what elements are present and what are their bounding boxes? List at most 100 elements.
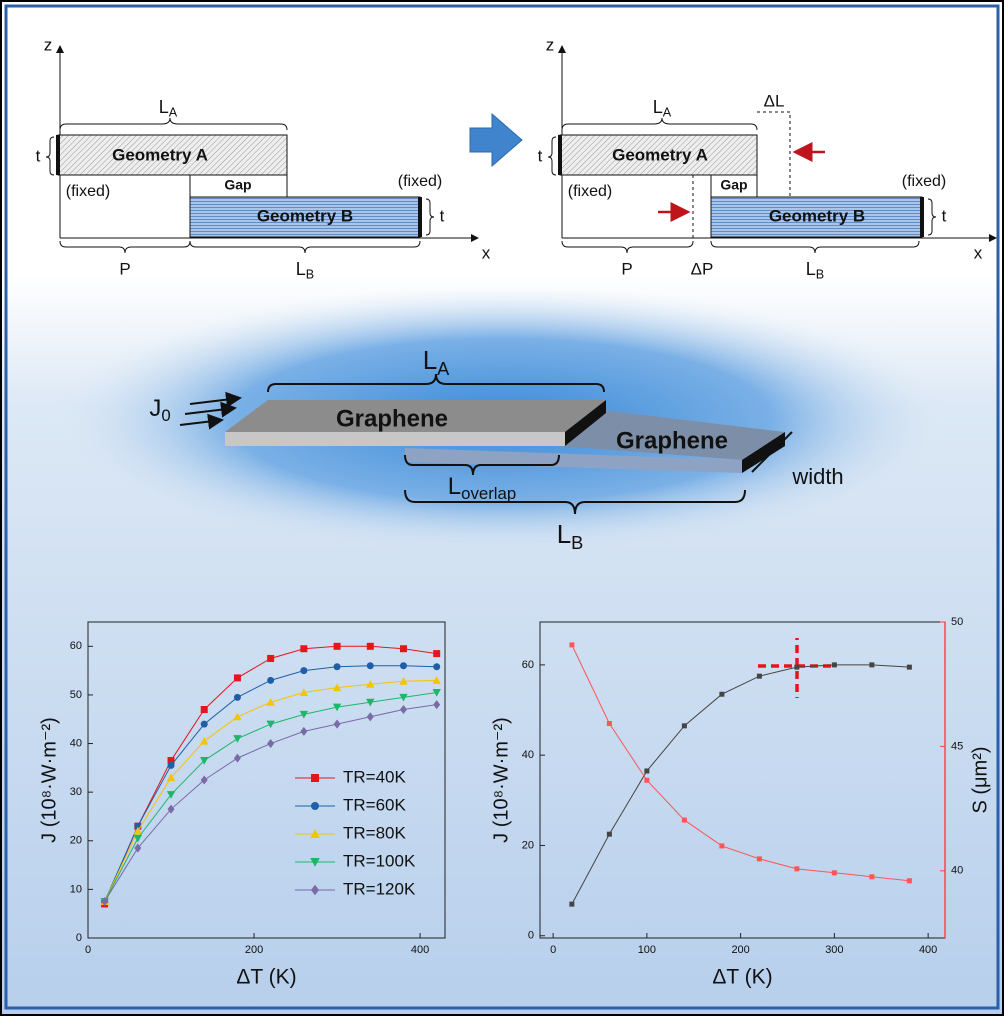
label: P	[621, 259, 632, 278]
x-axis-label: ΔT (K)	[712, 966, 772, 989]
label: LB	[296, 259, 314, 282]
label: LA	[159, 97, 178, 120]
marker	[433, 650, 441, 658]
label: LA	[653, 97, 672, 120]
marker	[333, 663, 341, 671]
label: t	[440, 206, 445, 225]
marker	[606, 721, 612, 727]
marker	[200, 706, 208, 714]
label: Gap	[720, 177, 747, 193]
y-tick-label: 30	[70, 786, 82, 798]
label-sub: 0	[161, 407, 170, 426]
marker	[794, 664, 800, 670]
marker	[299, 688, 309, 696]
x-tick-label: 0	[550, 944, 556, 956]
label: LA	[423, 345, 450, 379]
marker	[719, 843, 725, 849]
x-tick-label: 400	[411, 944, 429, 956]
y2-tick-label: 45	[951, 740, 963, 752]
label: P	[119, 259, 130, 278]
marker	[906, 664, 912, 670]
label: LB	[806, 259, 824, 282]
marker	[167, 757, 175, 765]
label: Geometry B	[257, 206, 353, 225]
marker	[432, 676, 441, 684]
y2-tick-label: 50	[951, 616, 963, 628]
geometry-diagrams	[45, 45, 997, 254]
marker	[756, 856, 762, 862]
marker	[644, 777, 650, 783]
marker	[569, 901, 575, 907]
marker	[366, 662, 374, 670]
marker	[134, 843, 142, 853]
marker	[266, 698, 275, 706]
marker	[300, 726, 308, 736]
marker	[399, 662, 407, 670]
marker	[719, 691, 725, 697]
legend-label: TR=60K	[343, 795, 406, 814]
label: Geometry A	[612, 145, 708, 164]
marker	[433, 663, 441, 671]
marker	[167, 761, 175, 769]
marker	[333, 719, 341, 729]
marker	[432, 688, 441, 697]
marker	[366, 680, 375, 688]
label-sub: B	[306, 268, 314, 282]
legend-label: TR=80K	[343, 823, 406, 842]
label-sub: B	[816, 268, 824, 282]
label: Geometry A	[112, 145, 208, 164]
label: x	[482, 243, 491, 262]
series-line	[571, 664, 910, 905]
y-tick-label: 40	[70, 737, 82, 749]
marker	[233, 735, 242, 743]
marker	[311, 802, 319, 810]
marker	[300, 667, 308, 675]
y-tick-label: 60	[70, 640, 82, 652]
marker	[366, 642, 374, 650]
marker	[569, 642, 575, 648]
marker	[310, 858, 320, 867]
marker	[681, 817, 687, 823]
marker	[167, 804, 175, 814]
y-tick-label: 60	[522, 659, 534, 671]
y-axis-label: J (10⁸·W·m⁻²)	[490, 717, 512, 843]
marker	[606, 831, 612, 837]
label: width	[791, 464, 843, 489]
label: z	[44, 35, 53, 54]
x-tick-label: 300	[825, 944, 843, 956]
marker	[200, 775, 208, 785]
marker	[133, 834, 143, 843]
marker	[831, 870, 837, 876]
y-tick-label: 10	[70, 883, 82, 895]
marker	[433, 700, 441, 710]
frame	[4, 4, 1000, 1010]
label-sub: B	[571, 533, 583, 553]
marker	[869, 874, 875, 880]
marker	[366, 712, 374, 722]
marker	[333, 642, 341, 650]
label: z	[546, 35, 555, 54]
marker	[267, 654, 275, 662]
marker	[332, 703, 342, 712]
legend-label: TR=120K	[343, 879, 416, 898]
marker	[756, 673, 762, 679]
x-tick-label: 100	[638, 944, 656, 956]
label-main: L	[423, 345, 437, 375]
marker	[310, 829, 320, 838]
label: (fixed)	[568, 183, 612, 200]
marker	[300, 645, 308, 653]
marker	[266, 720, 275, 729]
marker	[311, 884, 319, 896]
label: Graphene	[616, 427, 728, 454]
x-tick-label: 200	[731, 944, 749, 956]
marker	[399, 693, 408, 702]
x-tick-label: 200	[245, 944, 263, 956]
label: t	[538, 146, 543, 165]
marker	[794, 866, 800, 872]
marker	[233, 712, 242, 721]
legend-label: TR=40K	[343, 767, 406, 786]
x-axis-label: ΔT (K)	[236, 966, 296, 989]
marker	[366, 698, 375, 707]
marker	[267, 676, 275, 684]
marker	[200, 757, 209, 765]
